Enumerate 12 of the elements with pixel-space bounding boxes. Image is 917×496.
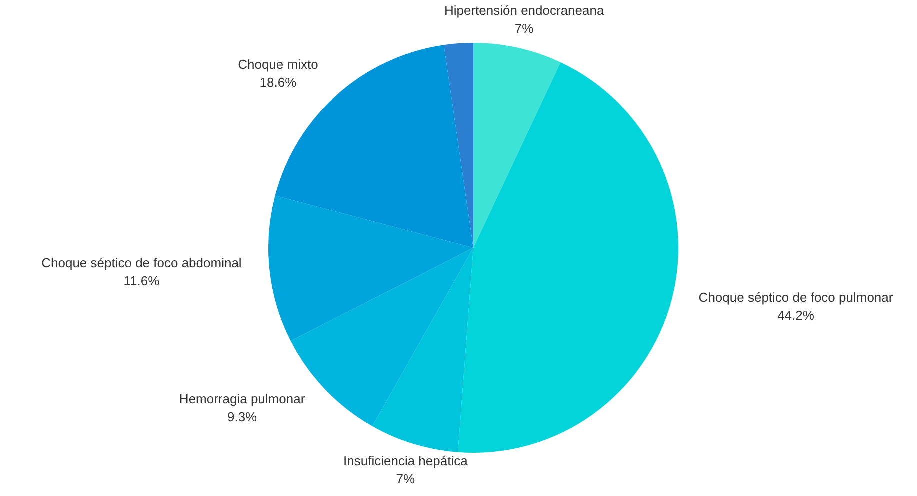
slice-label: Hipertensión endocraneana	[444, 3, 605, 18]
data-label: 11.6%	[124, 273, 160, 288]
slice-label: Choque mixto	[238, 56, 318, 72]
slice-label: Insuficiencia hepática	[344, 453, 469, 468]
data-label: 44.2%	[778, 308, 815, 323]
data-label: 18.6%	[260, 74, 298, 90]
slice-label: Choque séptico de foco abdominal	[42, 255, 242, 270]
data-label: 7%	[396, 471, 416, 486]
slice-label: Hemorragia pulmonar	[179, 392, 306, 407]
data-label: 7%	[514, 21, 534, 36]
slice-label: Choque séptico de foco pulmonar	[698, 290, 894, 305]
data-label: 9.3%	[227, 410, 258, 425]
